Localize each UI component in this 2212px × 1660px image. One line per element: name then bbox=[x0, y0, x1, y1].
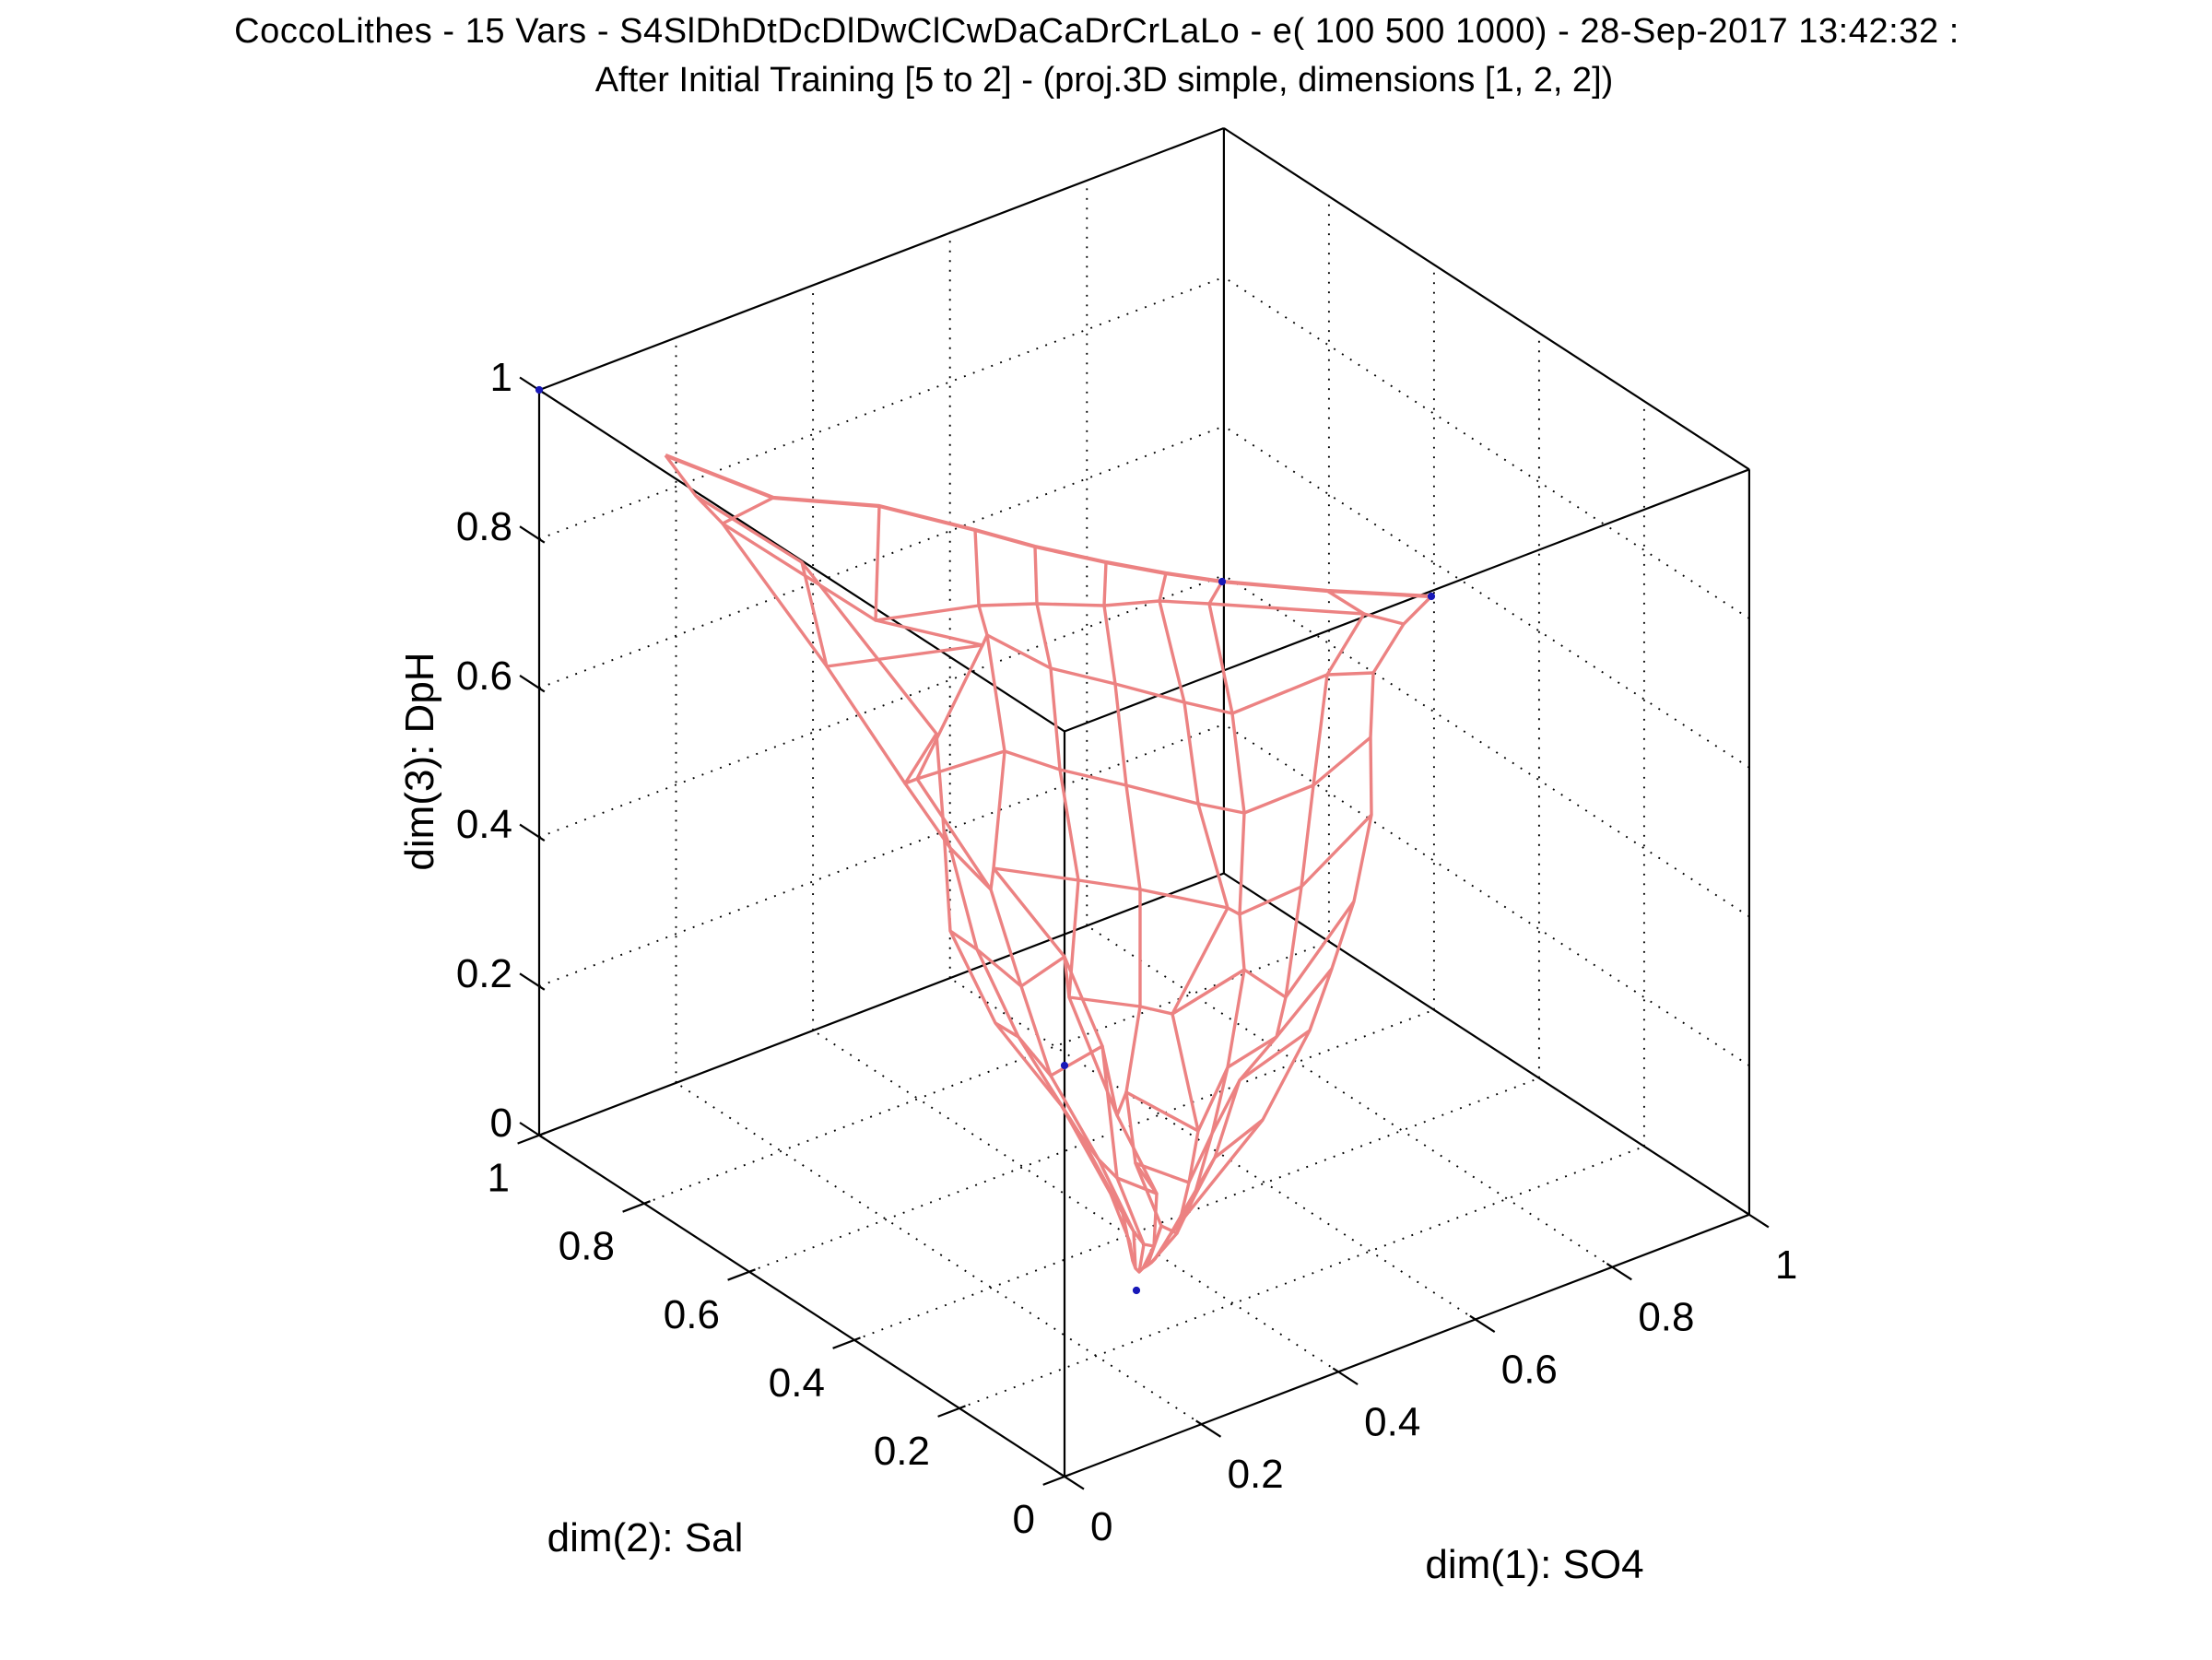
svg-text:0.2: 0.2 bbox=[1228, 1452, 1284, 1497]
svg-text:1: 1 bbox=[1775, 1242, 1797, 1288]
svg-text:0: 0 bbox=[1090, 1504, 1112, 1549]
svg-text:dim(1): SO4: dim(1): SO4 bbox=[1425, 1542, 1643, 1587]
svg-text:0.6: 0.6 bbox=[456, 653, 512, 699]
svg-text:0.4: 0.4 bbox=[1364, 1399, 1420, 1444]
svg-text:0.6: 0.6 bbox=[1501, 1347, 1558, 1392]
svg-text:1: 1 bbox=[487, 1156, 509, 1201]
svg-text:0: 0 bbox=[1013, 1497, 1035, 1542]
svg-text:0.4: 0.4 bbox=[769, 1360, 825, 1406]
svg-text:0.4: 0.4 bbox=[456, 802, 512, 847]
svg-text:0.8: 0.8 bbox=[456, 504, 512, 549]
svg-text:0.8: 0.8 bbox=[559, 1224, 615, 1269]
svg-text:After Initial Training [5 to 2: After Initial Training [5 to 2] - (proj.… bbox=[595, 61, 1614, 100]
svg-text:CoccoLithes - 15 Vars - S4SlDh: CoccoLithes - 15 Vars - S4SlDhDtDcDlDwCl… bbox=[234, 12, 1959, 51]
svg-text:dim(3): DpH: dim(3): DpH bbox=[397, 652, 442, 870]
svg-text:0.6: 0.6 bbox=[664, 1292, 720, 1337]
svg-text:0.8: 0.8 bbox=[1638, 1295, 1694, 1340]
svg-text:0.2: 0.2 bbox=[456, 951, 512, 996]
svg-text:0: 0 bbox=[490, 1101, 512, 1146]
svg-text:0.2: 0.2 bbox=[874, 1429, 930, 1474]
svg-text:1: 1 bbox=[490, 355, 512, 400]
svg-text:dim(2): Sal: dim(2): Sal bbox=[547, 1515, 744, 1560]
